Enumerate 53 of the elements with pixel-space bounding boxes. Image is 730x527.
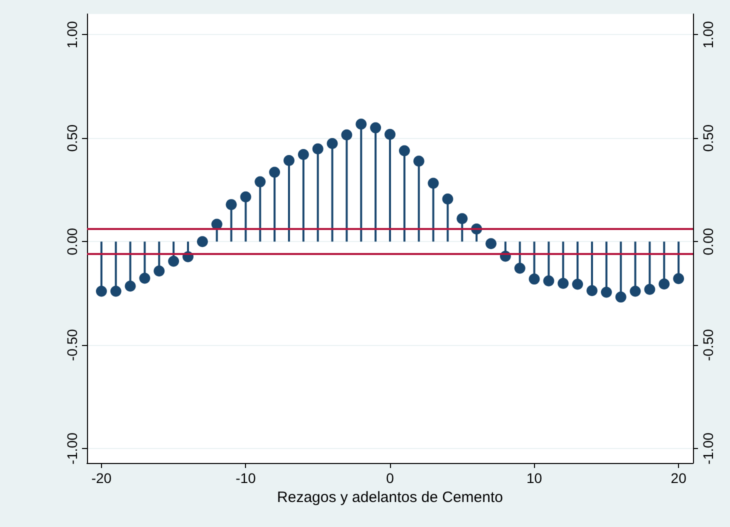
y2-tick-label: 1.00 <box>700 20 716 48</box>
point <box>96 286 107 297</box>
point <box>326 138 338 150</box>
point <box>428 178 439 189</box>
y-tick-label: -0.50 <box>64 328 80 362</box>
point <box>154 265 165 276</box>
point <box>384 128 396 140</box>
point <box>543 275 554 286</box>
point <box>600 286 612 298</box>
point <box>284 154 294 166</box>
point <box>298 148 309 160</box>
point <box>558 278 569 289</box>
point <box>226 199 237 210</box>
point <box>644 284 656 295</box>
point <box>658 278 670 290</box>
point <box>124 280 136 292</box>
y2-tick-label: 0.50 <box>700 124 716 152</box>
x-tick-label: -20 <box>91 470 112 486</box>
point <box>341 129 352 140</box>
point <box>240 191 252 202</box>
x-tick-label: 0 <box>386 470 394 486</box>
y-tick-label: -1.00 <box>64 432 80 464</box>
y-tick-label: 0.50 <box>64 124 80 152</box>
point <box>398 145 410 156</box>
point <box>413 156 424 167</box>
point <box>514 262 526 274</box>
point <box>196 236 208 248</box>
point <box>456 213 468 224</box>
point <box>572 278 584 290</box>
y-tick-label: 1.00 <box>64 20 80 48</box>
point <box>356 118 367 130</box>
point <box>673 273 684 284</box>
point <box>528 274 540 285</box>
y2-tick-label: -0.50 <box>700 328 716 362</box>
point <box>486 238 496 250</box>
x-axis-title: Rezagos y adelantos de Cemento <box>277 488 503 506</box>
y2-tick-label: -1.00 <box>700 432 716 464</box>
point <box>139 272 150 284</box>
x-tick-label: 20 <box>670 470 687 486</box>
point <box>586 285 598 296</box>
point <box>442 193 454 204</box>
x-tick-label: -10 <box>236 470 256 486</box>
point <box>254 176 266 188</box>
point <box>370 122 382 134</box>
point <box>269 166 280 178</box>
point <box>615 292 626 303</box>
point <box>312 143 324 154</box>
x-tick-label: 10 <box>526 470 542 486</box>
point <box>630 286 641 297</box>
y2-tick-label: 0.00 <box>700 228 716 256</box>
point <box>110 286 122 297</box>
y-tick-label: 0.00 <box>64 228 80 256</box>
point <box>168 256 180 267</box>
